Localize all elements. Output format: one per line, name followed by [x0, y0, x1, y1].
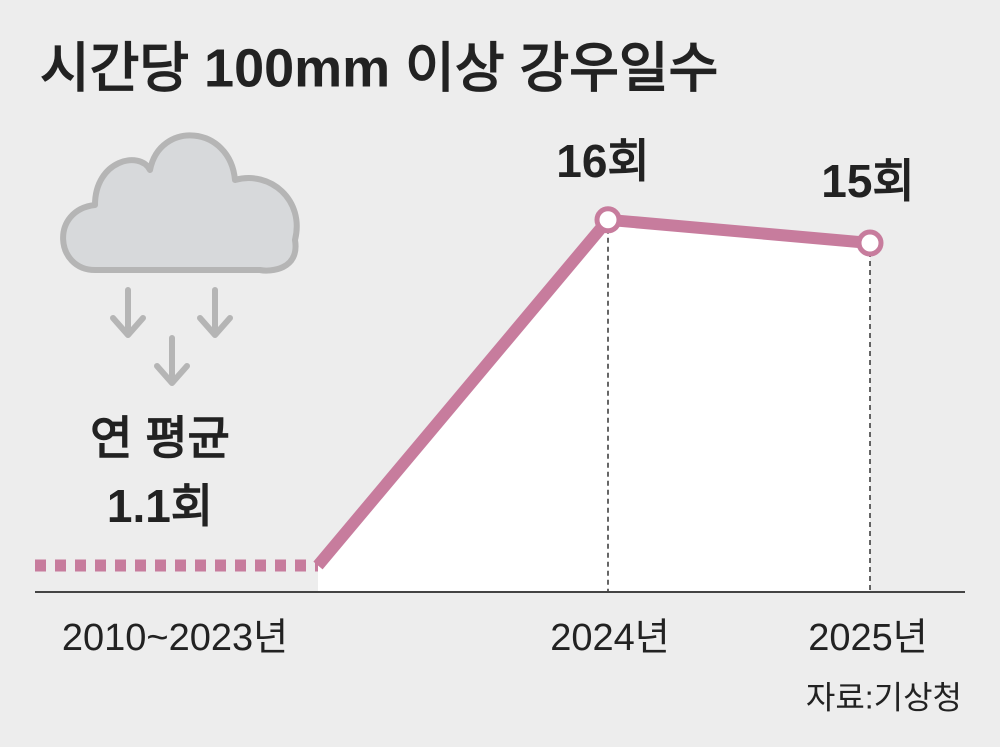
point — [594, 206, 622, 234]
area — [318, 219, 870, 592]
value-label: 1.1회 — [107, 480, 213, 532]
cloud-icon — [60, 132, 300, 386]
point — [856, 229, 884, 257]
chart-title: 시간당 100mm 이상 강우일수 — [40, 38, 718, 98]
value-label: 16회 — [556, 135, 650, 187]
source: 자료:기상청 — [806, 679, 962, 715]
annotation: 연 평균 — [90, 412, 230, 464]
x-tick-label: 2025년 — [808, 617, 928, 659]
x-tick-label: 2010~2023년 — [62, 617, 288, 659]
x-tick-label: 2024년 — [550, 617, 670, 659]
value-label: 15회 — [821, 155, 915, 207]
